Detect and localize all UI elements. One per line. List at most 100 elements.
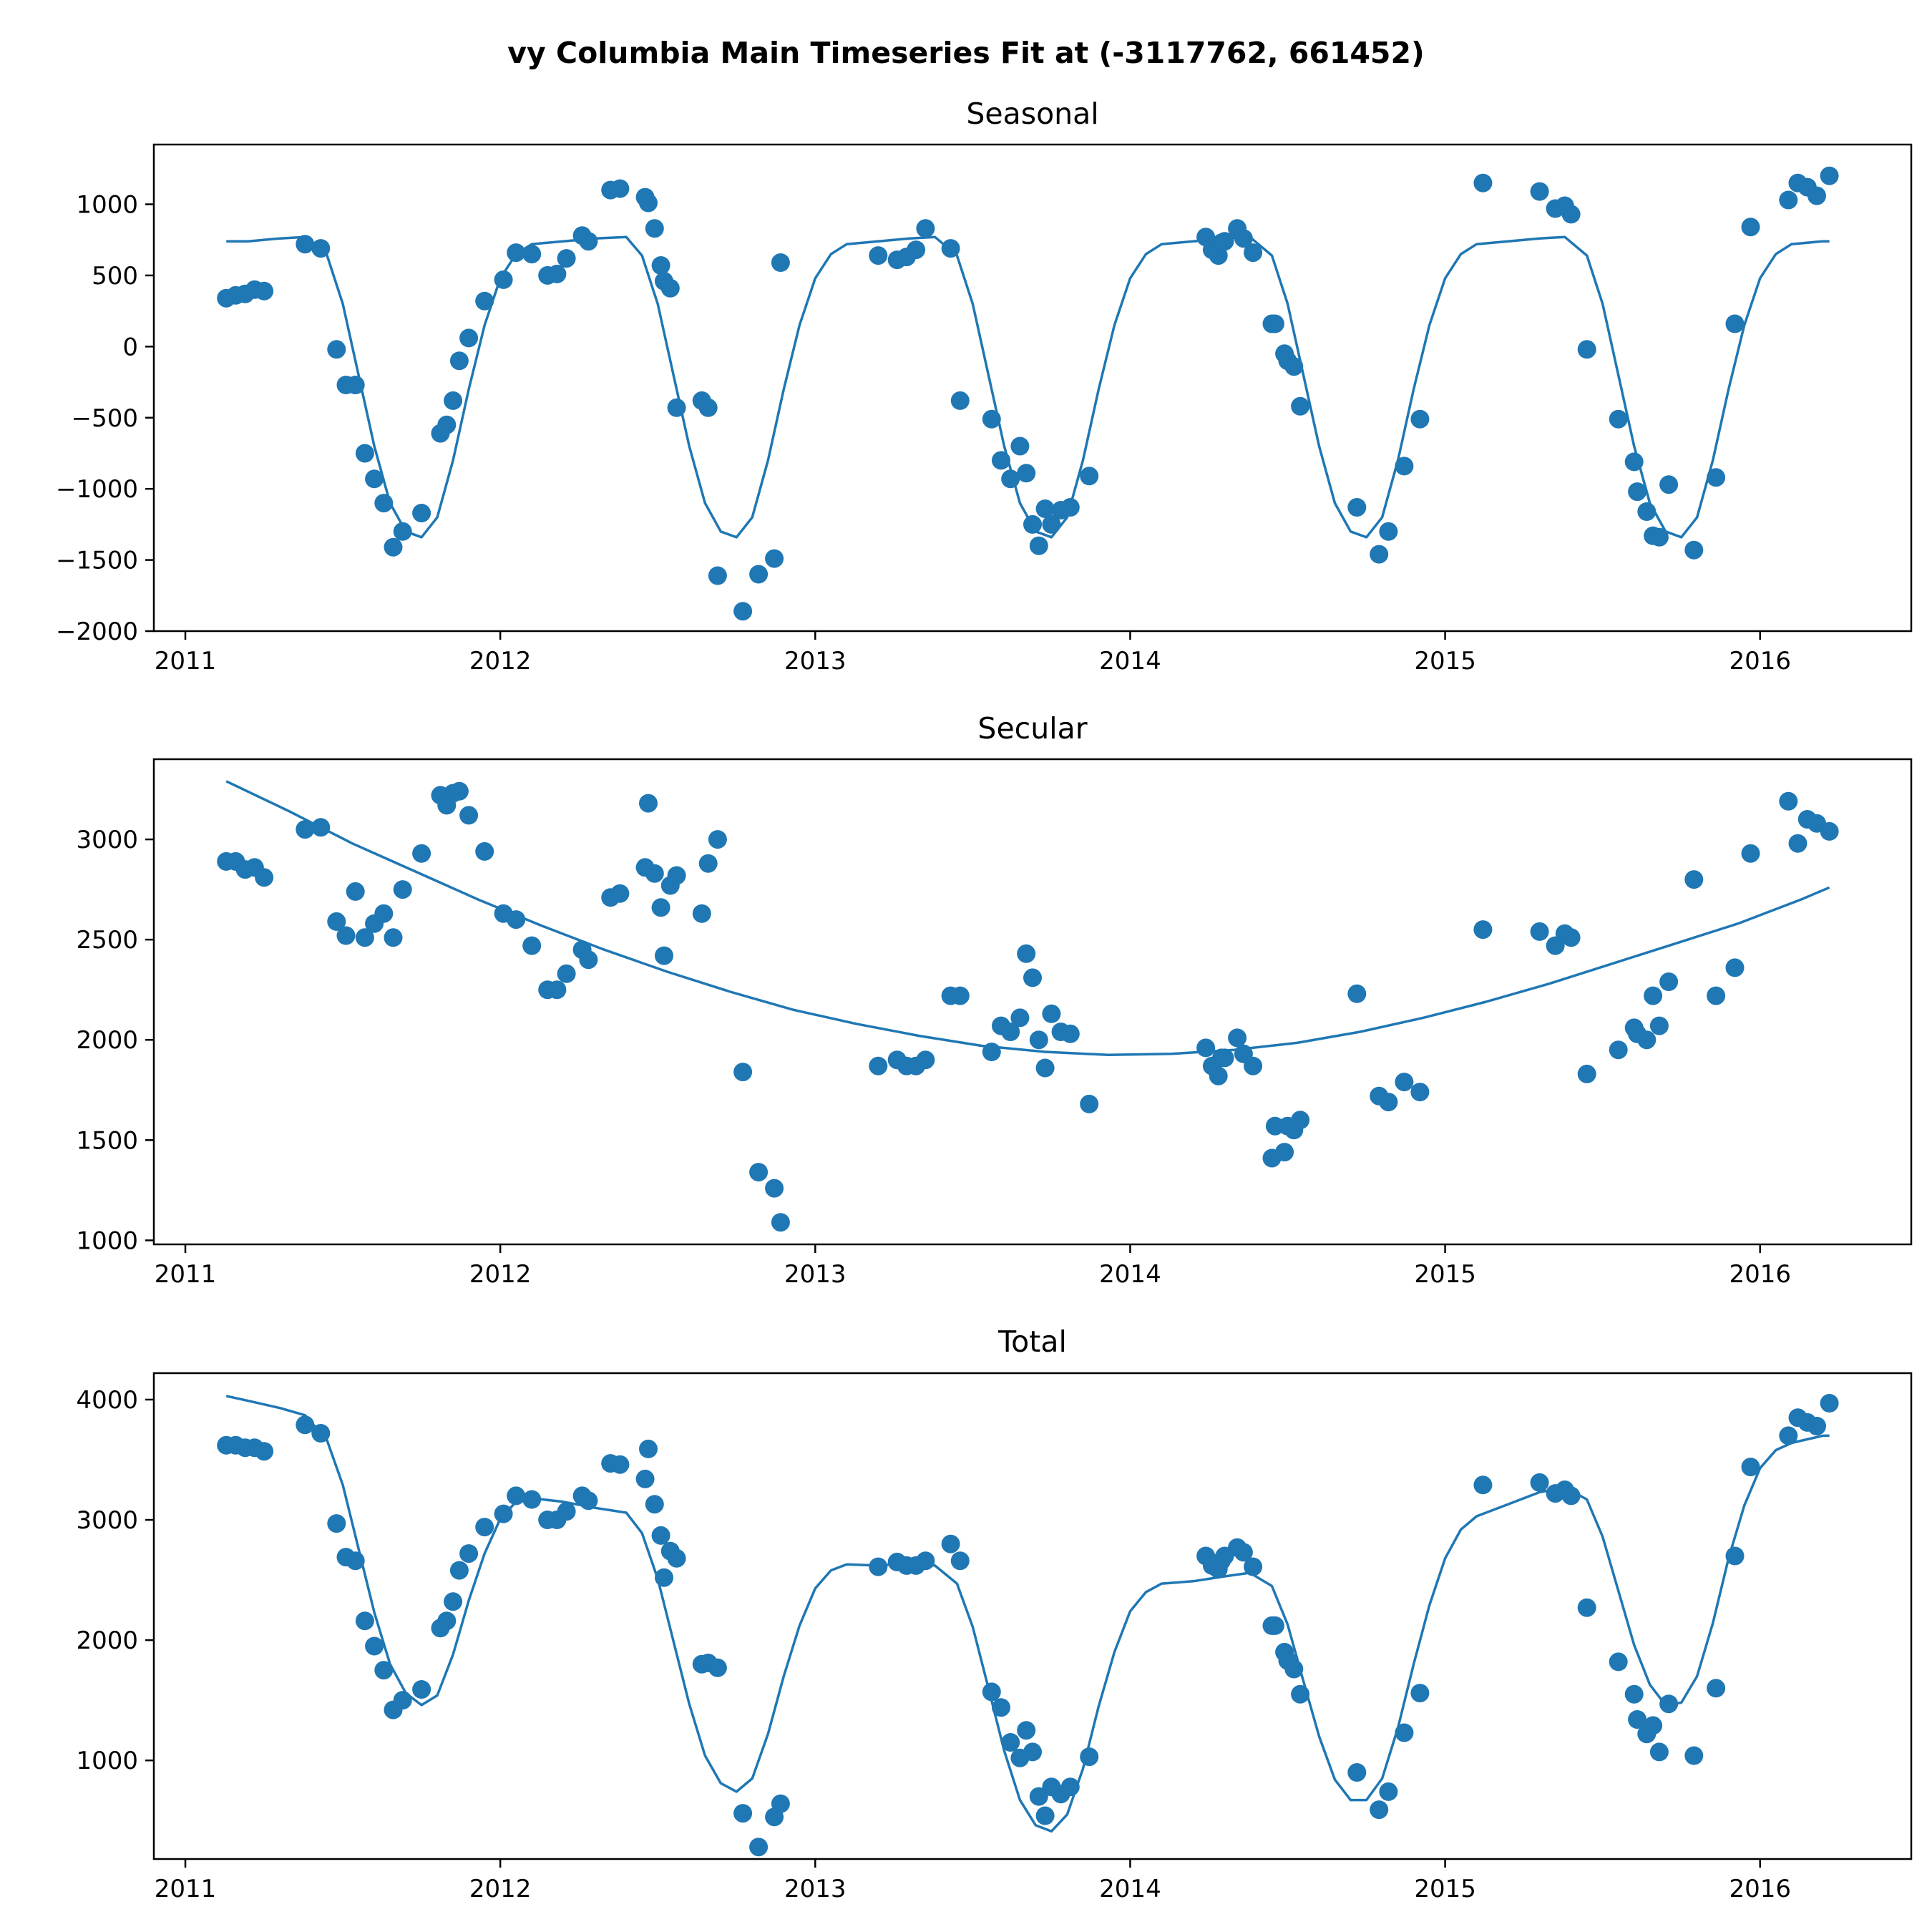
data-point-seasonal-56 bbox=[1010, 436, 1030, 456]
data-point-seasonal-105 bbox=[1820, 166, 1839, 185]
data-point-seasonal-46 bbox=[869, 246, 888, 265]
data-point-total-43 bbox=[749, 1838, 769, 1857]
data-point-secular-81 bbox=[1379, 1093, 1398, 1112]
data-point-secular-52 bbox=[950, 986, 970, 1005]
fit-curve-total bbox=[225, 1395, 1830, 1833]
data-point-secular-58 bbox=[1023, 968, 1042, 987]
data-point-total-15 bbox=[412, 1680, 431, 1699]
data-point-total-32 bbox=[635, 1469, 655, 1488]
data-point-seasonal-50 bbox=[916, 219, 935, 238]
y-tick-label-seasonal-4: 0 bbox=[122, 333, 138, 361]
data-point-secular-8 bbox=[336, 926, 356, 945]
data-point-secular-59 bbox=[1029, 1030, 1048, 1050]
axis-ticks-secular: 2011 2012 2013 2014 2015 2016 1000 1500 2000 2500… bbox=[76, 826, 1791, 1289]
data-point-secular-84 bbox=[1473, 920, 1493, 940]
subplot-secular: Secular 2011 2012 2013 2014 2015 2016 1000 1500… bbox=[76, 711, 1913, 1289]
x-tick-label-secular-4: 2015 bbox=[1414, 1260, 1476, 1289]
data-point-secular-9 bbox=[346, 882, 365, 901]
data-point-seasonal-89 bbox=[1577, 340, 1596, 359]
data-point-total-11 bbox=[365, 1636, 384, 1656]
data-point-total-90 bbox=[1609, 1652, 1628, 1672]
data-point-total-20 bbox=[459, 1544, 479, 1563]
data-point-secular-97 bbox=[1684, 870, 1704, 889]
data-point-total-5 bbox=[296, 1415, 315, 1435]
x-tick-label-total-1: 2012 bbox=[469, 1875, 532, 1903]
data-point-secular-19 bbox=[449, 781, 469, 801]
fit-line-total bbox=[225, 1395, 1830, 1833]
data-point-secular-89 bbox=[1577, 1064, 1596, 1083]
data-point-total-24 bbox=[522, 1490, 542, 1509]
data-point-total-94 bbox=[1644, 1716, 1663, 1735]
data-point-total-89 bbox=[1577, 1598, 1596, 1617]
data-point-seasonal-42 bbox=[733, 602, 753, 621]
data-point-total-21 bbox=[475, 1518, 494, 1537]
data-point-seasonal-97 bbox=[1684, 540, 1704, 560]
data-point-secular-24 bbox=[522, 936, 542, 955]
fit-curve-seasonal bbox=[226, 235, 1830, 539]
data-point-seasonal-43 bbox=[749, 565, 769, 584]
x-tick-label-secular-3: 2014 bbox=[1099, 1260, 1161, 1289]
data-point-total-98 bbox=[1707, 1679, 1726, 1698]
data-point-seasonal-45 bbox=[771, 253, 790, 272]
y-tick-label-seasonal-0: −2000 bbox=[56, 618, 138, 646]
data-point-seasonal-100 bbox=[1741, 218, 1760, 237]
data-point-secular-95 bbox=[1649, 1016, 1669, 1035]
data-point-seasonal-98 bbox=[1707, 468, 1726, 487]
data-point-secular-70 bbox=[1228, 1028, 1247, 1048]
x-tick-label-seasonal-1: 2012 bbox=[469, 647, 532, 675]
data-point-seasonal-22 bbox=[494, 270, 513, 289]
data-point-seasonal-27 bbox=[557, 249, 576, 268]
data-point-secular-21 bbox=[475, 841, 494, 861]
data-point-secular-15 bbox=[412, 844, 431, 863]
data-point-total-92 bbox=[1628, 1710, 1647, 1729]
subplot-title-seasonal: Seasonal bbox=[966, 97, 1098, 131]
y-tick-label-secular-3: 2500 bbox=[76, 926, 138, 955]
data-point-seasonal-21 bbox=[475, 291, 494, 311]
data-point-seasonal-19 bbox=[449, 351, 469, 371]
data-point-total-77 bbox=[1284, 1659, 1304, 1679]
data-point-secular-85 bbox=[1530, 922, 1549, 941]
data-point-seasonal-92 bbox=[1628, 482, 1647, 502]
data-point-seasonal-14 bbox=[393, 522, 412, 541]
data-point-seasonal-4 bbox=[255, 281, 274, 301]
data-point-total-9 bbox=[346, 1551, 365, 1571]
data-point-secular-99 bbox=[1725, 958, 1745, 977]
data-point-seasonal-20 bbox=[459, 328, 479, 348]
data-point-secular-65 bbox=[1196, 1038, 1216, 1058]
y-tick-label-secular-4: 3000 bbox=[76, 826, 138, 854]
data-point-total-51 bbox=[941, 1534, 960, 1553]
data-point-seasonal-81 bbox=[1379, 522, 1398, 541]
data-point-seasonal-80 bbox=[1370, 545, 1389, 564]
x-tick-label-secular-0: 2011 bbox=[155, 1260, 217, 1289]
x-tick-label-secular-1: 2012 bbox=[469, 1260, 532, 1289]
data-point-total-64 bbox=[1080, 1747, 1099, 1767]
data-point-seasonal-77 bbox=[1284, 357, 1304, 376]
data-point-secular-67 bbox=[1209, 1066, 1228, 1085]
data-point-seasonal-54 bbox=[992, 451, 1010, 470]
data-point-seasonal-37 bbox=[660, 278, 680, 298]
data-point-secular-63 bbox=[1060, 1024, 1080, 1043]
data-point-total-100 bbox=[1741, 1458, 1760, 1477]
data-point-seasonal-96 bbox=[1659, 475, 1679, 494]
data-point-seasonal-84 bbox=[1473, 173, 1493, 192]
y-tick-label-secular-1: 1500 bbox=[76, 1126, 138, 1155]
data-points-seasonal bbox=[217, 166, 1839, 621]
data-point-secular-26 bbox=[547, 980, 567, 1000]
x-tick-label-total-3: 2014 bbox=[1099, 1875, 1161, 1903]
data-point-total-54 bbox=[992, 1698, 1010, 1717]
data-point-secular-4 bbox=[255, 868, 274, 887]
data-point-total-31 bbox=[610, 1455, 630, 1474]
data-point-total-59 bbox=[1029, 1787, 1048, 1806]
data-point-secular-75 bbox=[1275, 1143, 1294, 1162]
subplot-total: Total 2011 2012 2013 2014 2015 2016 1000 2000 30… bbox=[76, 1324, 1913, 1903]
data-point-total-80 bbox=[1370, 1800, 1389, 1820]
data-point-total-27 bbox=[557, 1502, 576, 1521]
data-point-seasonal-99 bbox=[1725, 314, 1745, 333]
data-point-seasonal-101 bbox=[1779, 190, 1798, 210]
data-points-secular bbox=[217, 781, 1839, 1232]
axes-frame-secular bbox=[152, 758, 1913, 1246]
data-point-total-35 bbox=[651, 1526, 670, 1545]
subplot-seasonal: Seasonal 2011 2012 2013 2014 2015 2016 −2000 −1… bbox=[56, 97, 1913, 675]
data-point-secular-31 bbox=[610, 884, 630, 903]
data-point-total-42 bbox=[733, 1804, 753, 1823]
